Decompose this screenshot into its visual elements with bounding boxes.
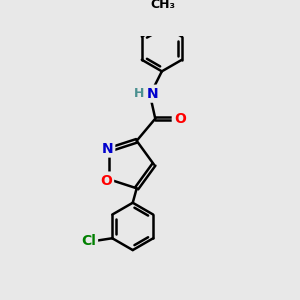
Text: N: N xyxy=(147,87,158,101)
Text: O: O xyxy=(174,112,186,126)
Text: CH₃: CH₃ xyxy=(151,0,176,11)
Text: Cl: Cl xyxy=(81,234,96,248)
Text: H: H xyxy=(134,87,144,100)
Text: O: O xyxy=(100,173,112,188)
Text: N: N xyxy=(102,142,113,156)
